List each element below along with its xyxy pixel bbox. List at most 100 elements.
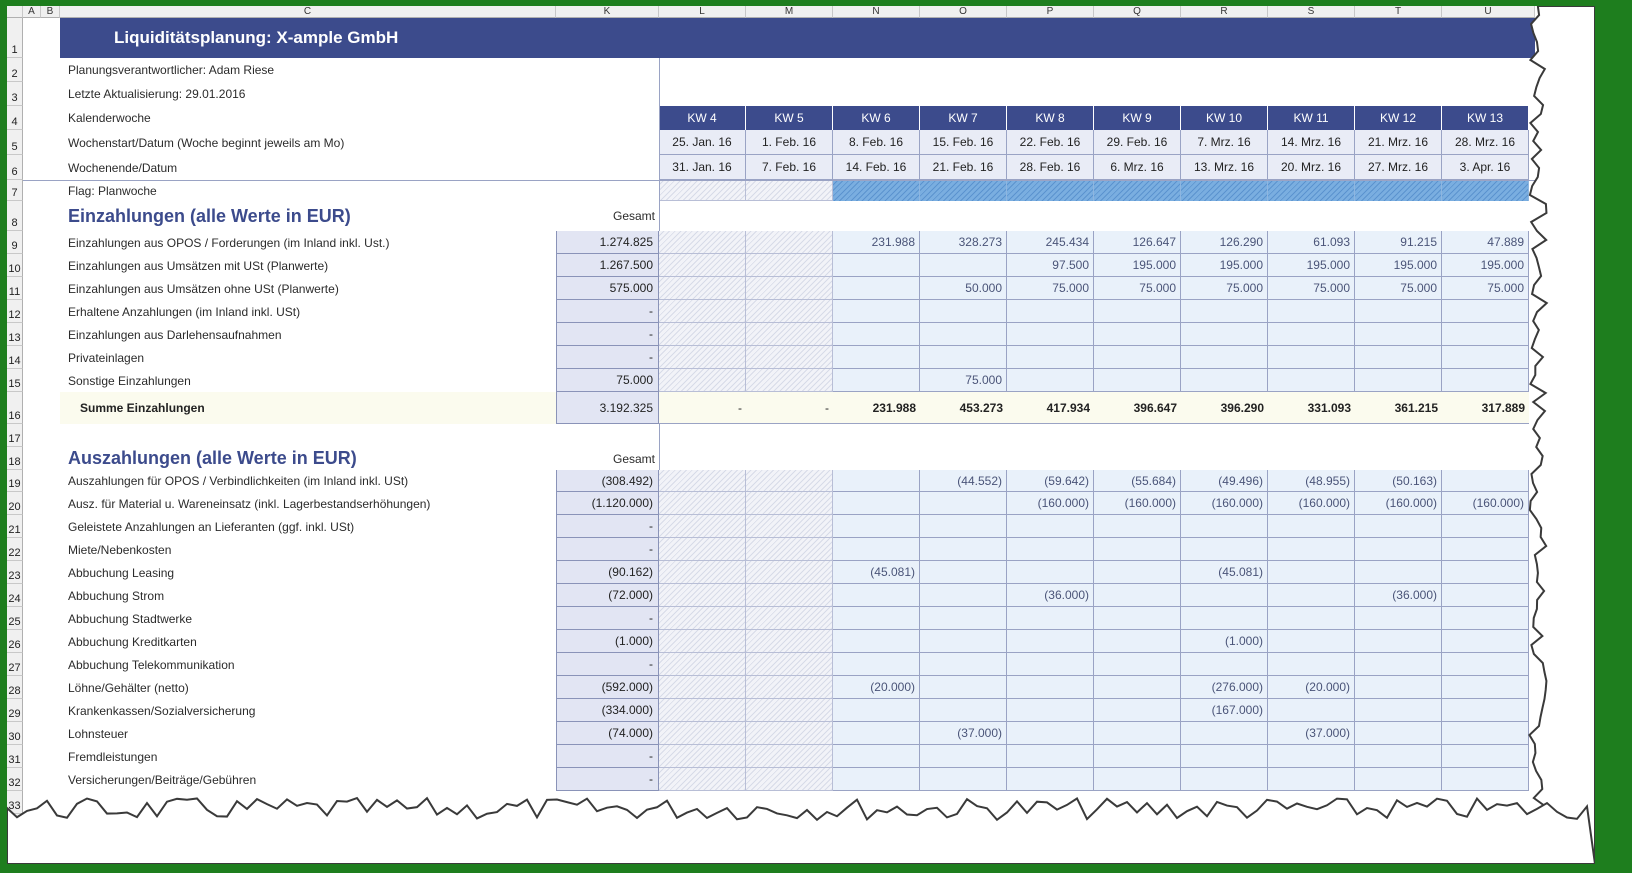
row-header[interactable]: 23 [7, 561, 23, 584]
column-header-r[interactable]: R [1181, 6, 1268, 18]
value-cell[interactable] [746, 699, 833, 722]
value-cell[interactable] [659, 768, 746, 791]
value-cell[interactable] [1007, 369, 1094, 392]
row-total[interactable]: - [556, 745, 659, 768]
row-header[interactable]: 25 [7, 607, 23, 630]
value-cell[interactable] [1181, 768, 1268, 791]
value-cell[interactable] [1355, 607, 1442, 630]
column-header-s[interactable]: S [1268, 6, 1355, 18]
value-cell[interactable] [1181, 538, 1268, 561]
value-cell[interactable] [1181, 653, 1268, 676]
row-header[interactable]: 18 [7, 447, 23, 470]
column-header-c[interactable]: C [60, 6, 556, 18]
week-header[interactable]: KW 9 [1094, 106, 1181, 130]
value-cell[interactable]: 75.000 [1094, 277, 1181, 300]
row-total[interactable]: (1.120.000) [556, 492, 659, 515]
value-cell[interactable] [1442, 561, 1529, 584]
value-cell[interactable] [920, 768, 1007, 791]
week-end-date[interactable]: 28. Feb. 16 [1007, 155, 1094, 180]
week-start-date[interactable]: 29. Feb. 16 [1094, 130, 1181, 155]
row-header[interactable]: 22 [7, 538, 23, 561]
week-start-date[interactable]: 7. Mrz. 16 [1181, 130, 1268, 155]
select-all-corner[interactable] [7, 6, 23, 18]
value-cell[interactable] [1268, 538, 1355, 561]
value-cell[interactable] [1442, 538, 1529, 561]
row-total[interactable]: - [556, 538, 659, 561]
value-cell[interactable] [1181, 607, 1268, 630]
flag-cell[interactable] [1094, 180, 1181, 201]
value-cell[interactable]: 195.000 [1268, 254, 1355, 277]
row-total[interactable]: (1.000) [556, 630, 659, 653]
value-cell[interactable] [1007, 722, 1094, 745]
value-cell[interactable] [746, 745, 833, 768]
flag-cell[interactable] [920, 180, 1007, 201]
flag-cell[interactable] [1181, 180, 1268, 201]
row-total[interactable]: (90.162) [556, 561, 659, 584]
value-cell[interactable] [659, 323, 746, 346]
value-cell[interactable] [833, 346, 920, 369]
row-header[interactable]: 28 [7, 676, 23, 699]
value-cell[interactable] [659, 745, 746, 768]
value-cell[interactable]: (276.000) [1181, 676, 1268, 699]
value-cell[interactable] [659, 515, 746, 538]
value-cell[interactable]: 231.988 [833, 231, 920, 254]
value-cell[interactable] [659, 630, 746, 653]
value-cell[interactable] [1268, 653, 1355, 676]
value-cell[interactable] [1442, 768, 1529, 791]
value-cell[interactable] [1355, 676, 1442, 699]
row-header[interactable]: 16 [7, 392, 23, 424]
flag-cell[interactable] [833, 180, 920, 201]
sum-cell[interactable]: 361.215 [1355, 392, 1442, 424]
value-cell[interactable] [1094, 768, 1181, 791]
value-cell[interactable] [833, 653, 920, 676]
row-header[interactable]: 29 [7, 699, 23, 722]
week-start-date[interactable]: 14. Mrz. 16 [1268, 130, 1355, 155]
row-total[interactable]: (72.000) [556, 584, 659, 607]
value-cell[interactable] [659, 346, 746, 369]
value-cell[interactable]: 61.093 [1268, 231, 1355, 254]
value-cell[interactable] [1442, 676, 1529, 699]
value-cell[interactable] [1094, 515, 1181, 538]
value-cell[interactable] [1355, 369, 1442, 392]
value-cell[interactable] [1268, 561, 1355, 584]
week-end-date[interactable]: 7. Feb. 16 [746, 155, 833, 180]
row-header[interactable]: 1 [7, 18, 23, 58]
sum-total[interactable]: 3.192.325 [556, 392, 659, 424]
value-cell[interactable] [1268, 515, 1355, 538]
value-cell[interactable] [1094, 561, 1181, 584]
value-cell[interactable] [833, 607, 920, 630]
value-cell[interactable] [1007, 323, 1094, 346]
row-header[interactable]: 12 [7, 300, 23, 323]
value-cell[interactable] [833, 254, 920, 277]
week-end-date[interactable]: 27. Mrz. 16 [1355, 155, 1442, 180]
value-cell[interactable] [1007, 768, 1094, 791]
value-cell[interactable] [659, 653, 746, 676]
value-cell[interactable] [1181, 323, 1268, 346]
week-end-date[interactable]: 13. Mrz. 16 [1181, 155, 1268, 180]
value-cell[interactable]: 75.000 [1442, 277, 1529, 300]
value-cell[interactable] [1355, 515, 1442, 538]
row-header[interactable]: 32 [7, 768, 23, 791]
value-cell[interactable]: 195.000 [1442, 254, 1529, 277]
value-cell[interactable] [1181, 745, 1268, 768]
value-cell[interactable] [1355, 699, 1442, 722]
value-cell[interactable] [659, 607, 746, 630]
value-cell[interactable] [746, 231, 833, 254]
value-cell[interactable]: 47.889 [1442, 231, 1529, 254]
value-cell[interactable]: 75.000 [920, 369, 1007, 392]
row-header[interactable]: 3 [7, 82, 23, 106]
value-cell[interactable] [746, 538, 833, 561]
value-cell[interactable] [1355, 722, 1442, 745]
value-cell[interactable] [833, 492, 920, 515]
row-header[interactable]: 6 [7, 155, 23, 180]
value-cell[interactable]: (1.000) [1181, 630, 1268, 653]
flag-cell[interactable] [1007, 180, 1094, 201]
value-cell[interactable]: (160.000) [1355, 492, 1442, 515]
value-cell[interactable] [1355, 745, 1442, 768]
value-cell[interactable] [833, 745, 920, 768]
value-cell[interactable] [746, 584, 833, 607]
row-header[interactable]: 4 [7, 106, 23, 130]
value-cell[interactable]: 97.500 [1007, 254, 1094, 277]
value-cell[interactable] [1355, 323, 1442, 346]
value-cell[interactable] [920, 254, 1007, 277]
